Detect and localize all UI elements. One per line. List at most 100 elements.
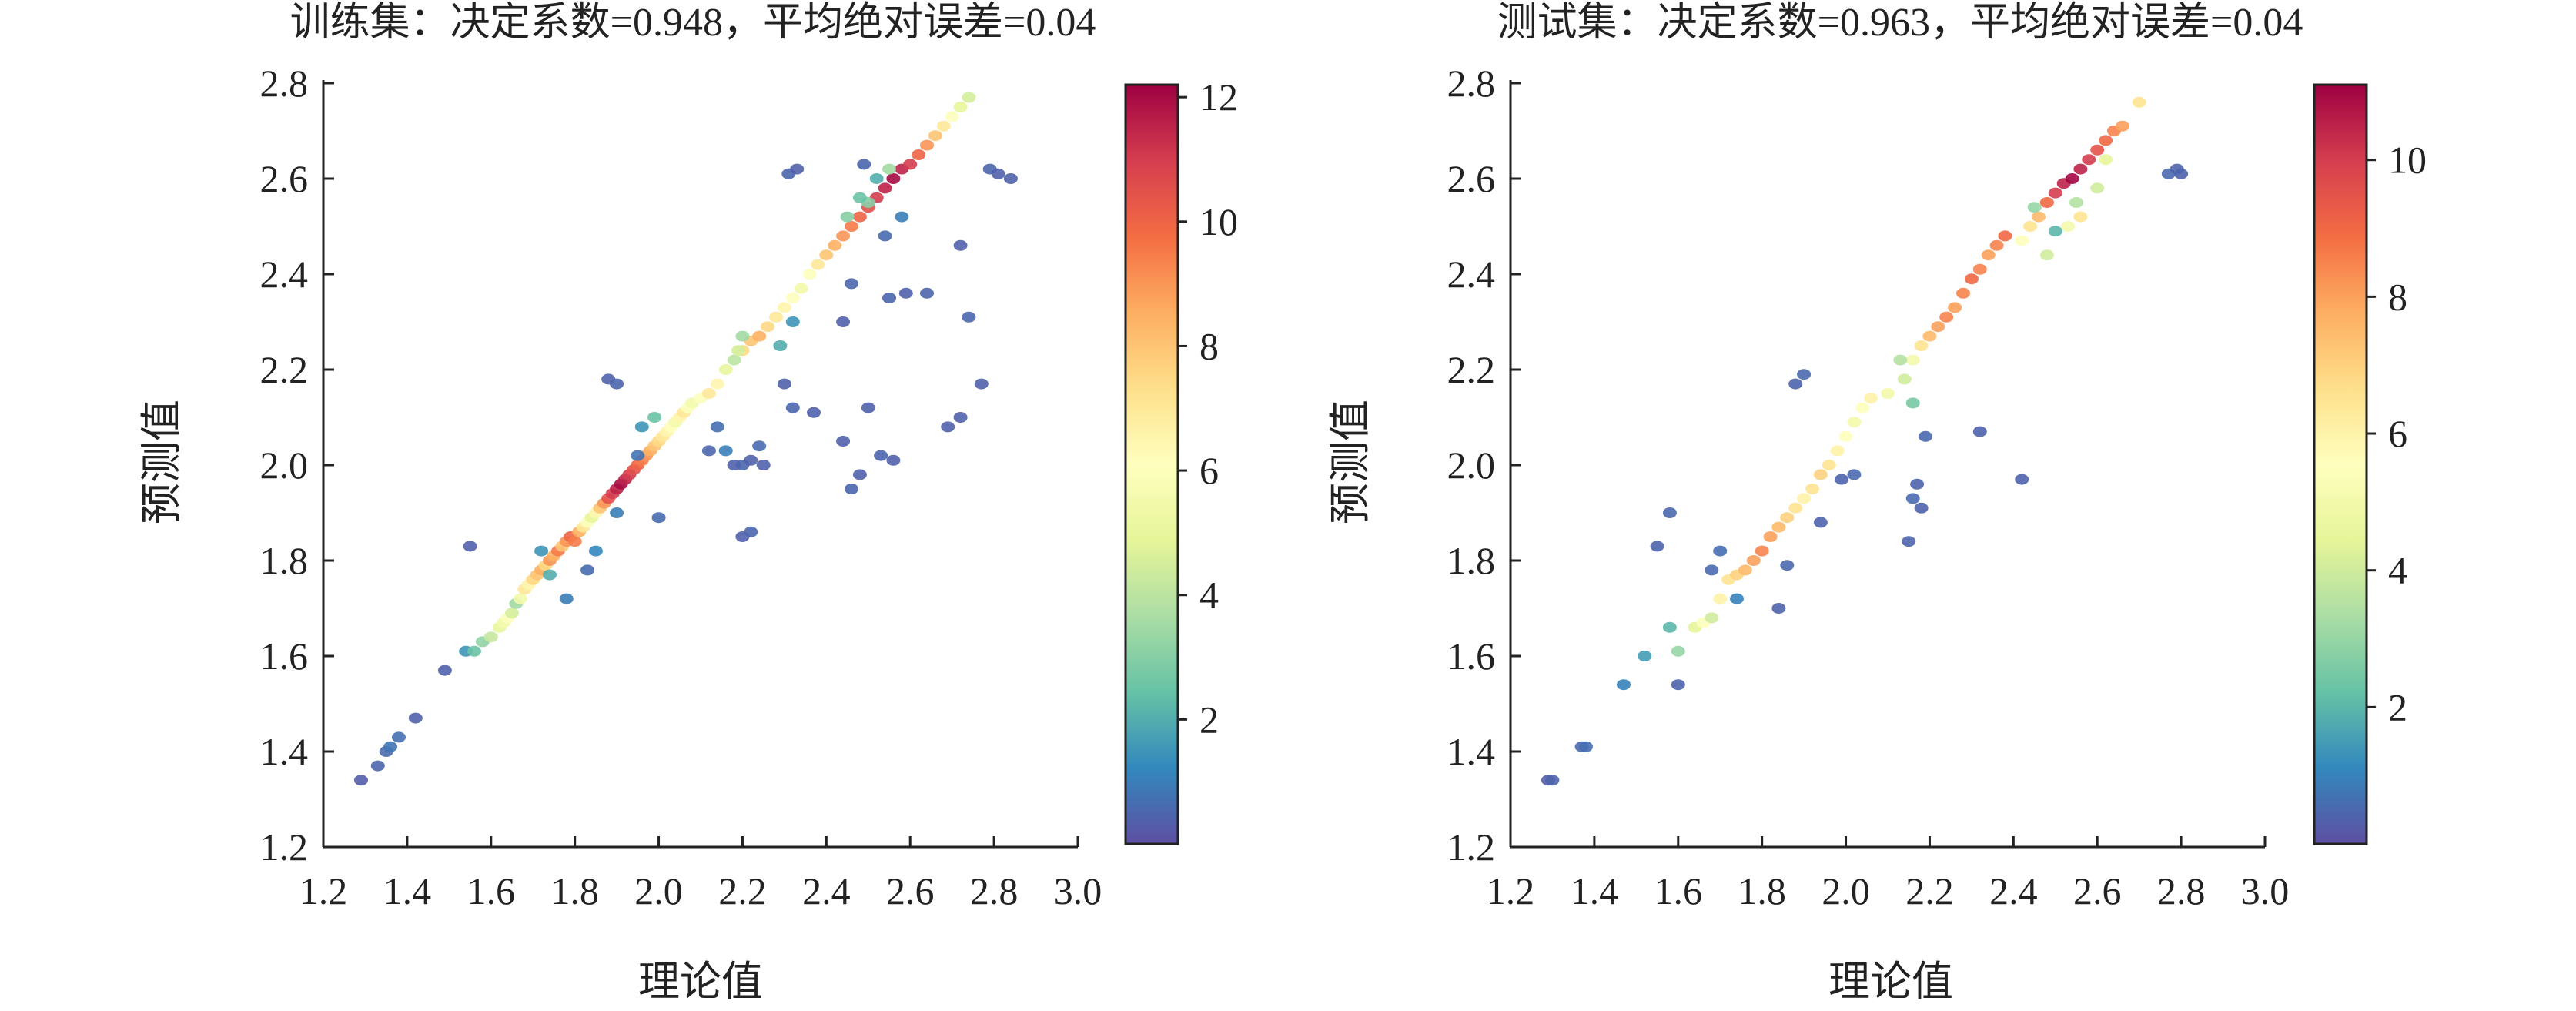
train-scatter-point <box>785 316 800 327</box>
test-scatter-point <box>2048 226 2062 237</box>
train-scatter-point <box>710 421 724 433</box>
train-scatter-point <box>991 168 1005 179</box>
test-scatter-point <box>1579 741 1593 752</box>
train-scatter-point <box>869 173 884 184</box>
test-colorbar-ticks: 2 4 6 8 10 <box>2367 139 2427 728</box>
train-x-tick-label: 1.2 <box>299 869 348 912</box>
test-y-tick-label: 1.8 <box>1447 539 1496 582</box>
train-x-tick-label: 1.4 <box>383 869 432 912</box>
train-scatter-point <box>773 340 788 351</box>
train-scatter-point <box>828 239 842 251</box>
test-scatter-point <box>2015 235 2029 246</box>
test-scatter-point <box>1797 369 1812 380</box>
train-scatter-point <box>567 536 582 547</box>
test-x-tick-label: 3.0 <box>2241 869 2290 912</box>
train-scatter-point <box>769 311 783 323</box>
train-scatter-point <box>370 760 385 772</box>
test-scatter-point <box>1838 430 1853 442</box>
train-scatter-point <box>761 321 775 333</box>
train-y-tick-label: 1.2 <box>260 825 309 869</box>
test-scatter-point <box>1893 354 1908 366</box>
train-scatter-point <box>953 412 968 423</box>
test-scatter-point <box>1830 445 1845 457</box>
test-scatter-point <box>2090 144 2105 156</box>
test-scatter-point <box>1788 378 1803 390</box>
test-scatter-point <box>2082 154 2096 166</box>
train-scatter-point <box>861 402 875 413</box>
test-scatter-point <box>1638 651 1652 661</box>
train-colorbar-tick-label: 12 <box>1199 75 1238 119</box>
train-scatter-point <box>840 211 855 223</box>
train-scatter-point <box>580 564 594 576</box>
test-y-tick-label: 2.2 <box>1447 348 1496 391</box>
test-y-ticks: 1.2 1.4 1.6 1.8 2.0 2.2 2.4 2.6 2.8 <box>1447 62 1521 869</box>
train-scatter-point <box>718 445 733 457</box>
train-scatter-point <box>777 378 791 390</box>
test-scatter-point <box>1972 426 1987 437</box>
test-scatter-point <box>1897 373 1912 385</box>
test-scatter-point <box>1671 645 1685 657</box>
test-y-tick-label: 1.4 <box>1447 730 1496 773</box>
test-x-tick-label: 1.8 <box>1738 869 1786 912</box>
test-x-tick-label: 2.6 <box>2073 869 2122 912</box>
train-scatter-point <box>941 421 955 433</box>
train-scatter-point <box>701 445 716 457</box>
train-scatter-point <box>756 460 771 470</box>
train-y-tick-label: 2.2 <box>260 348 309 391</box>
train-y-tick-label: 2.6 <box>260 157 309 200</box>
train-scatter-point <box>752 440 767 452</box>
test-scatter-point <box>2132 96 2146 108</box>
test-scatter-point <box>1922 330 1937 342</box>
test-scatter-point <box>1902 536 1916 547</box>
train-scatter-point <box>744 526 758 537</box>
train-scatter-point <box>634 421 649 433</box>
train-scatter-point <box>735 330 750 342</box>
train-scatter-point <box>752 330 767 342</box>
train-scatter-point <box>744 454 758 466</box>
train-scatter-point <box>928 130 942 142</box>
test-colorbar-tick-label: 6 <box>2388 412 2407 455</box>
train-scatter-point <box>882 163 896 175</box>
train-scatter-point <box>701 388 716 399</box>
test-panel: 测试集：决定系数=0.963，平均绝对误差=0.04 1.2 1.4 1.6 1.8 2… <box>1327 1 2427 1005</box>
test-scatter-point <box>1847 469 1862 480</box>
test-scatter-point <box>2048 187 2062 199</box>
test-scatter-point <box>1835 474 1849 485</box>
train-scatter-point <box>974 378 989 390</box>
test-scatter-point <box>1981 249 1996 261</box>
test-scatter-point <box>1931 321 1945 333</box>
test-scatter-point <box>1864 393 1878 404</box>
test-scatter-point <box>2073 163 2088 175</box>
test-scatter-point <box>1847 417 1862 428</box>
test-scatter-point <box>1545 775 1560 786</box>
train-scatter-point <box>651 512 666 524</box>
test-axes <box>1509 80 2265 849</box>
train-scatter-point <box>534 545 549 557</box>
train-x-tick-label: 2.4 <box>802 869 851 912</box>
test-scatter-point <box>2027 202 2042 213</box>
train-x-tick-label: 2.8 <box>970 869 1019 912</box>
test-scatter-point <box>1813 517 1828 528</box>
test-scatter-point <box>1780 512 1795 524</box>
train-colorbar-ticks: 2 4 6 8 10 12 <box>1178 75 1238 741</box>
train-colorbar-tick-label: 10 <box>1199 200 1238 243</box>
train-axes <box>322 80 1078 849</box>
train-y-ticks: 1.2 1.4 1.6 1.8 2.0 2.2 2.4 2.6 2.8 <box>260 62 334 869</box>
train-scatter-point <box>920 287 934 299</box>
test-scatter-point <box>1705 612 1719 624</box>
test-scatter-point <box>1910 478 1925 490</box>
train-scatter-point <box>936 120 951 132</box>
train-scatter-point <box>953 239 968 251</box>
train-colorbar-tick-label: 8 <box>1199 324 1219 367</box>
train-scatter-point <box>903 159 918 170</box>
test-colorbar <box>2313 83 2368 845</box>
train-colorbar-tick-label: 6 <box>1199 449 1219 492</box>
train-points <box>354 92 1018 786</box>
train-scatter-point <box>513 593 527 604</box>
train-y-tick-label: 1.6 <box>260 634 309 678</box>
train-x-tick-label: 2.6 <box>886 869 935 912</box>
test-scatter-point <box>1763 531 1778 542</box>
train-scatter-point <box>895 211 909 223</box>
train-scatter-point <box>647 412 662 423</box>
train-scatter-point <box>882 293 896 303</box>
